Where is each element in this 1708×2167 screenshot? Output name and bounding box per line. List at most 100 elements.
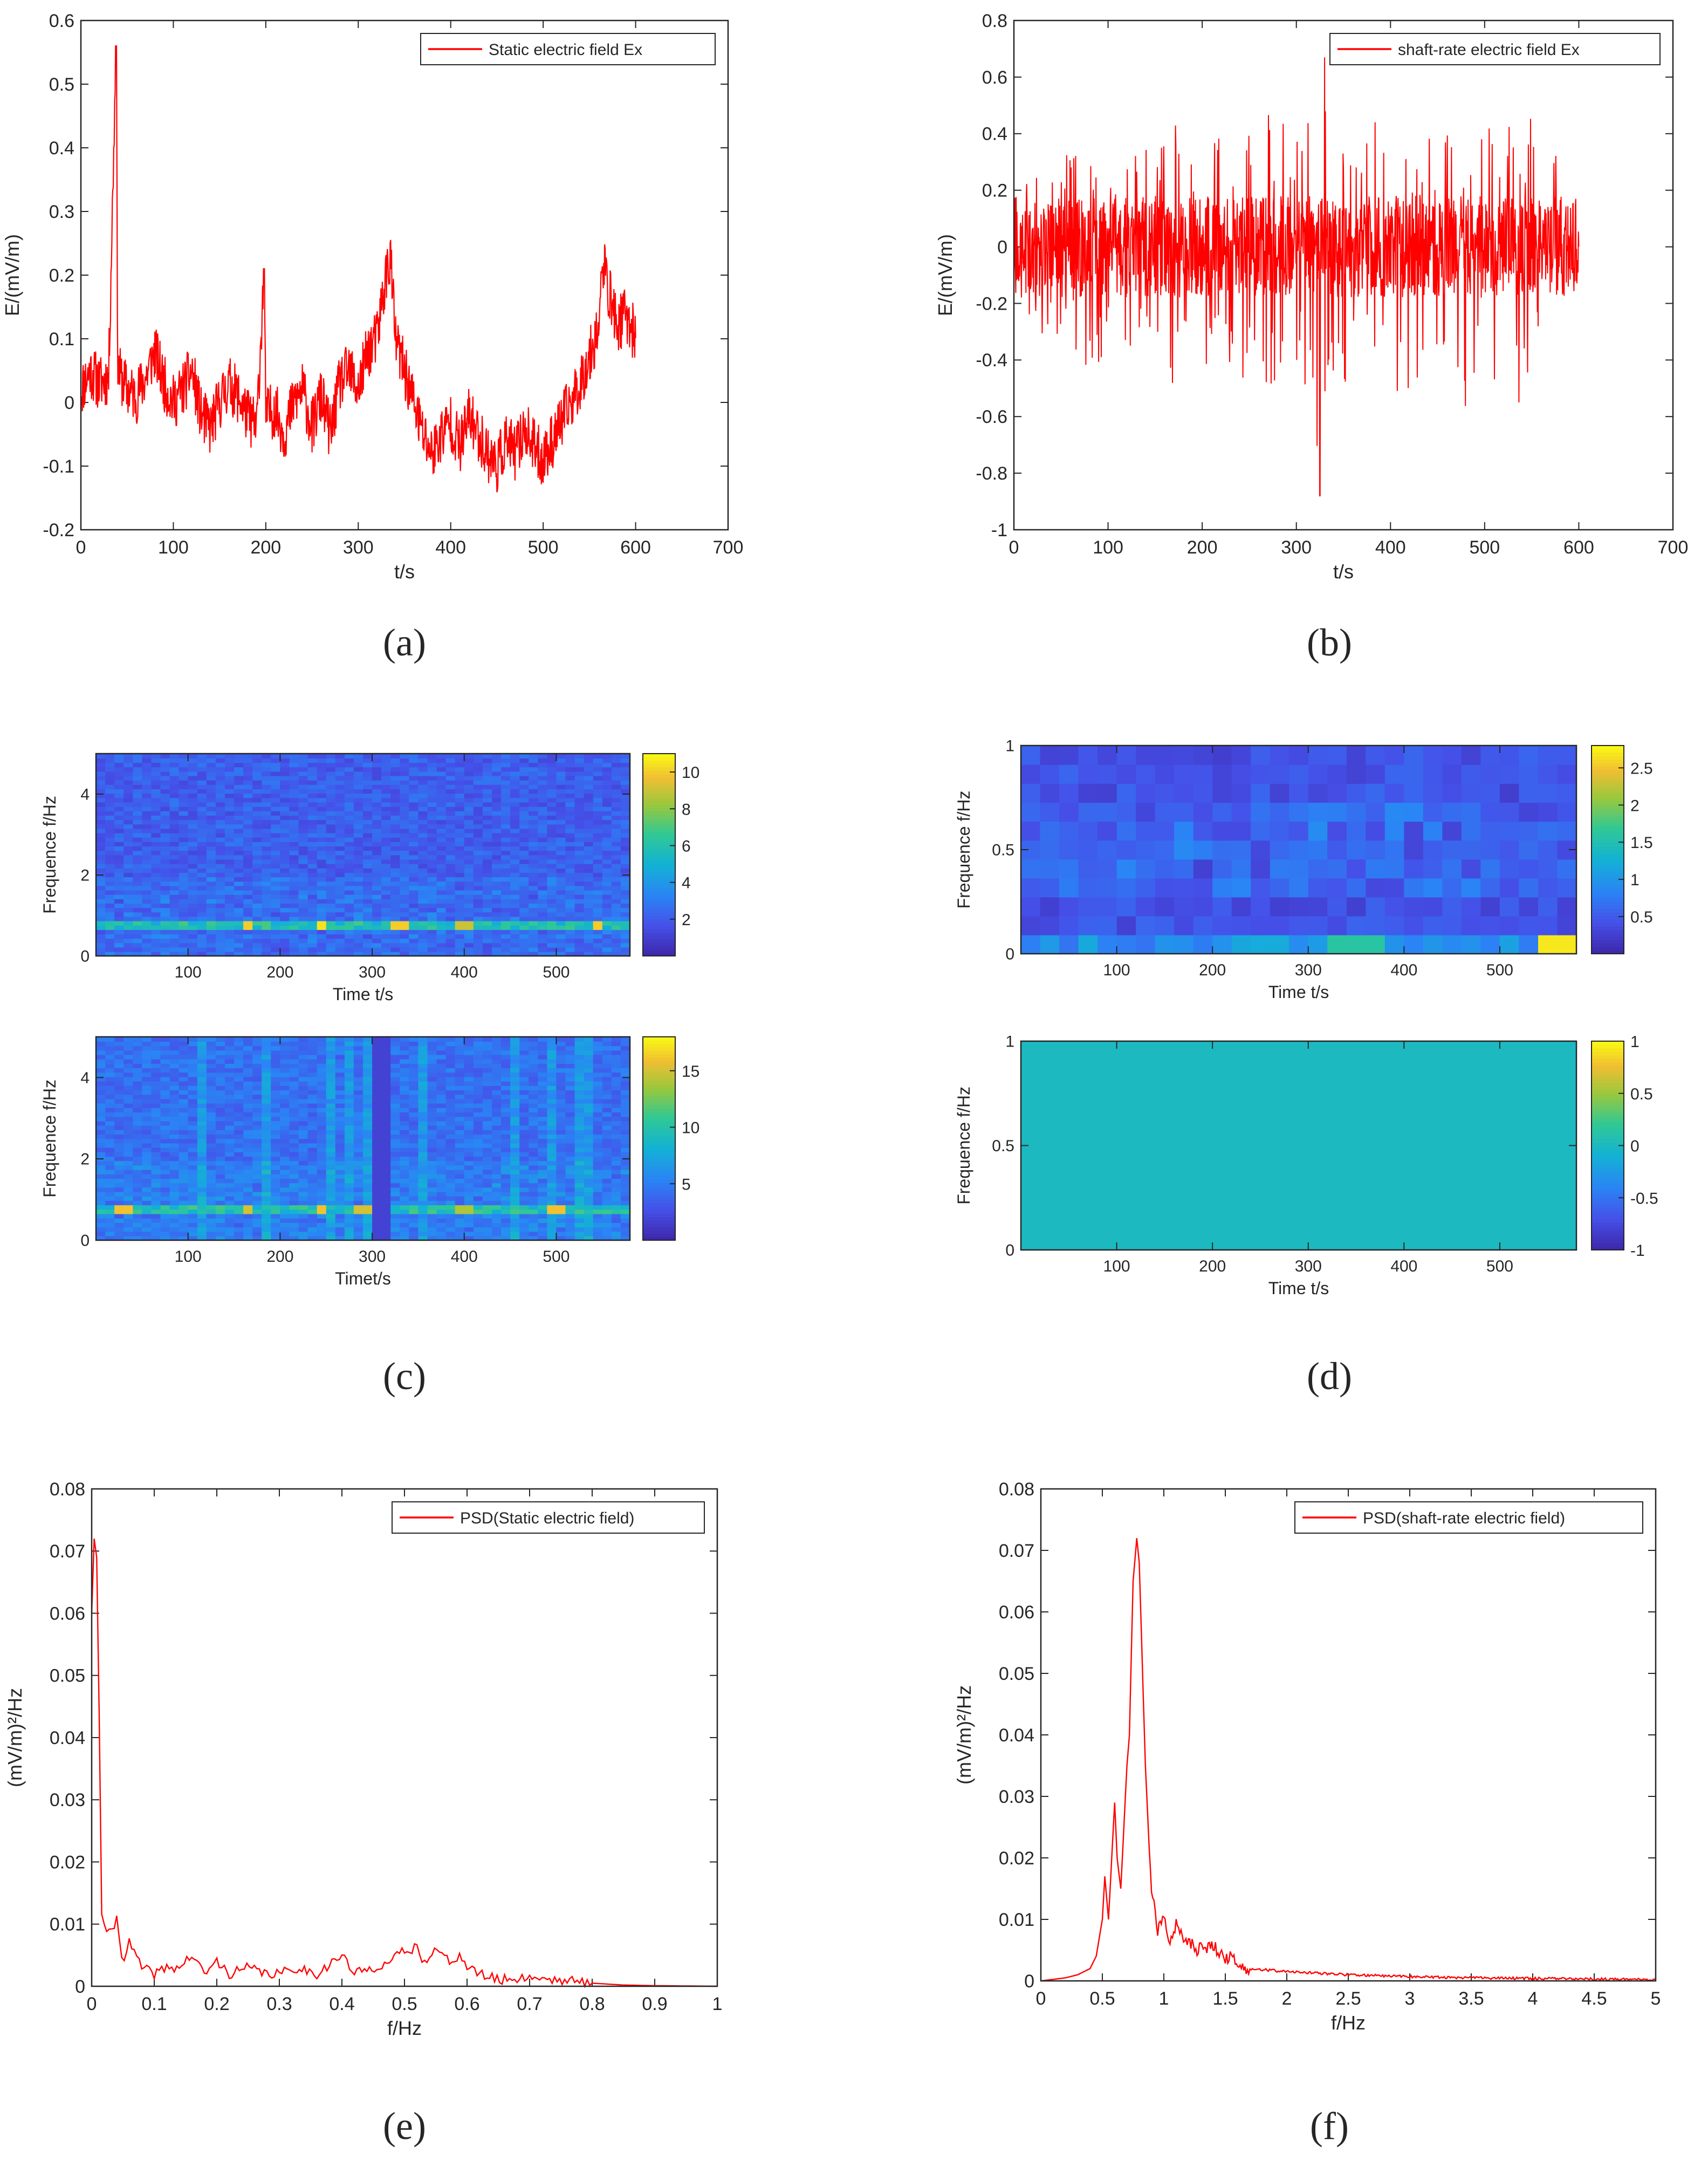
heatmap-cell [492, 929, 502, 935]
heatmap-cell [418, 1108, 428, 1113]
heatmap-cell [510, 1130, 520, 1135]
heatmap-cell [298, 859, 308, 864]
heatmap-cell [160, 916, 170, 921]
heatmap-cell [206, 1130, 216, 1135]
heatmap-cell [620, 846, 630, 851]
heatmap-cell [381, 1205, 391, 1210]
heatmap-cell [565, 868, 575, 873]
heatmap-cell [179, 1041, 189, 1047]
heatmap-cell [96, 771, 106, 776]
heatmap-cell [188, 1112, 198, 1117]
heatmap-cell [289, 1081, 299, 1086]
heatmap-cell [418, 951, 428, 956]
heatmap-cell [427, 951, 437, 956]
heatmap-cell [547, 951, 557, 956]
heatmap-cell [436, 850, 447, 856]
heatmap-cell [482, 758, 492, 763]
heatmap-cell [473, 1059, 483, 1064]
heatmap-cell [307, 1147, 318, 1152]
heatmap-cell [344, 881, 354, 886]
heatmap-cell [335, 938, 345, 944]
heatmap-cell [252, 758, 263, 763]
heatmap-cell [160, 1059, 170, 1064]
heatmap-cell [363, 1200, 373, 1206]
heatmap-cell [464, 837, 474, 842]
colorbar-cell [643, 811, 675, 815]
heatmap-cell [445, 819, 456, 825]
heatmap-cell [510, 1227, 520, 1232]
heatmap-cell [289, 1205, 299, 1210]
heatmap-cell [409, 1041, 419, 1047]
heatmap-cell [225, 1120, 235, 1126]
heatmap-cell [584, 899, 594, 904]
heatmap-cell [574, 951, 585, 956]
heatmap-cell [409, 1218, 419, 1223]
heatmap-cell [372, 1085, 382, 1091]
heatmap-cell [307, 1227, 318, 1232]
heatmap-cell [390, 1076, 401, 1082]
heatmap-cell [445, 1130, 456, 1135]
heatmap-cell [225, 903, 235, 908]
heatmap-cell [353, 1209, 363, 1214]
heatmap-cell [482, 899, 492, 904]
heatmap-cell [353, 894, 363, 899]
heatmap-cell [436, 1059, 447, 1064]
heatmap-cell [160, 793, 170, 798]
heatmap-cell [538, 806, 548, 811]
heatmap-cell [538, 793, 548, 798]
heatmap-cell [473, 1076, 483, 1082]
heatmap-cell [492, 1222, 502, 1228]
heatmap-cell [114, 1063, 124, 1069]
heatmap-cell [372, 1054, 382, 1059]
heatmap-cell [114, 907, 124, 913]
heatmap-cell [445, 1227, 456, 1232]
heatmap-cell [400, 771, 410, 776]
heatmap-cell [427, 824, 437, 829]
heatmap-cell [529, 789, 539, 794]
heatmap-cell [445, 1081, 456, 1086]
heatmap-cell [215, 942, 225, 948]
heatmap-cell [124, 1076, 134, 1082]
heatmap-cell [482, 1169, 492, 1174]
heatmap-cell [363, 1196, 373, 1201]
heatmap-cell [215, 842, 225, 846]
heatmap-cell [538, 920, 548, 926]
heatmap-cell [225, 1085, 235, 1091]
heatmap-cell [390, 907, 401, 913]
heatmap-cell [124, 1103, 134, 1108]
heatmap-cell [151, 784, 161, 790]
heatmap-cell [307, 1143, 318, 1148]
heatmap-cell [114, 793, 124, 798]
heatmap-cell [620, 881, 630, 886]
heatmap-cell [243, 1050, 253, 1055]
heatmap-cell [363, 885, 373, 891]
heatmap-cell [206, 934, 216, 939]
heatmap-cell [372, 1068, 382, 1073]
heatmap-cell [353, 1068, 363, 1073]
heatmap-cell [105, 1174, 115, 1179]
heatmap-cell [492, 767, 502, 772]
heatmap-cell [344, 1063, 354, 1069]
heatmap-cell [179, 1235, 189, 1241]
heatmap-cell [363, 912, 373, 917]
heatmap-cell [363, 1235, 373, 1241]
heatmap-cell [234, 1050, 244, 1055]
heatmap-cell [510, 797, 520, 803]
heatmap-cell [482, 1160, 492, 1166]
heatmap-cell [381, 916, 391, 921]
heatmap-cell [188, 1076, 198, 1082]
heatmap-cell [188, 1050, 198, 1055]
heatmap-cell [188, 1138, 198, 1144]
heatmap-cell [124, 754, 134, 758]
heatmap-cell [225, 1187, 235, 1192]
heatmap-cell [124, 1130, 134, 1135]
heatmap-cell [409, 934, 419, 939]
heatmap-cell [464, 815, 474, 821]
heatmap-cell [353, 819, 363, 825]
heatmap-cell [427, 938, 437, 944]
heatmap-cell [142, 815, 152, 821]
heatmap-cell [289, 1041, 299, 1047]
heatmap-cell [353, 802, 363, 807]
heatmap-cell [344, 767, 354, 772]
heatmap-cell [445, 828, 456, 833]
